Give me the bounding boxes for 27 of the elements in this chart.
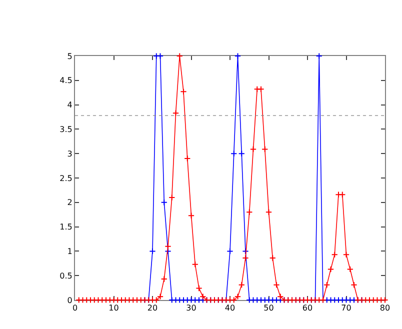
y-tick-label: 0 [67,296,72,305]
x-tick-label: 70 [341,304,352,313]
y-tick-label: 1 [67,247,72,256]
point [226,248,234,254]
y-tick-label: 1.5 [60,222,72,232]
point [238,150,245,157]
y-tick-label: 2 [67,198,72,208]
x-tick-label: 40 [224,304,236,313]
y-tick-label: 5 [67,52,72,61]
x-tick-label: 10 [108,304,119,313]
y-tick-label: 3 [67,149,72,158]
point [242,248,249,254]
x-tick-label: 50 [264,304,274,313]
point [149,248,156,254]
y-tick-label: 4.5 [60,76,72,86]
y-tick-label: 3.5 [60,125,72,134]
point [234,52,242,60]
y-tick-label: 2.5 [60,174,72,183]
y-tick-label: 4 [67,100,72,110]
x-tick-label: 60 [302,304,313,313]
x-tick-label: 80 [380,304,390,313]
y-tick-label: 0.5 [60,271,72,280]
x-tick-label: 20 [147,304,158,313]
point [160,199,168,206]
x-tick-label: 30 [186,304,196,313]
point [316,52,322,60]
point [230,150,238,157]
